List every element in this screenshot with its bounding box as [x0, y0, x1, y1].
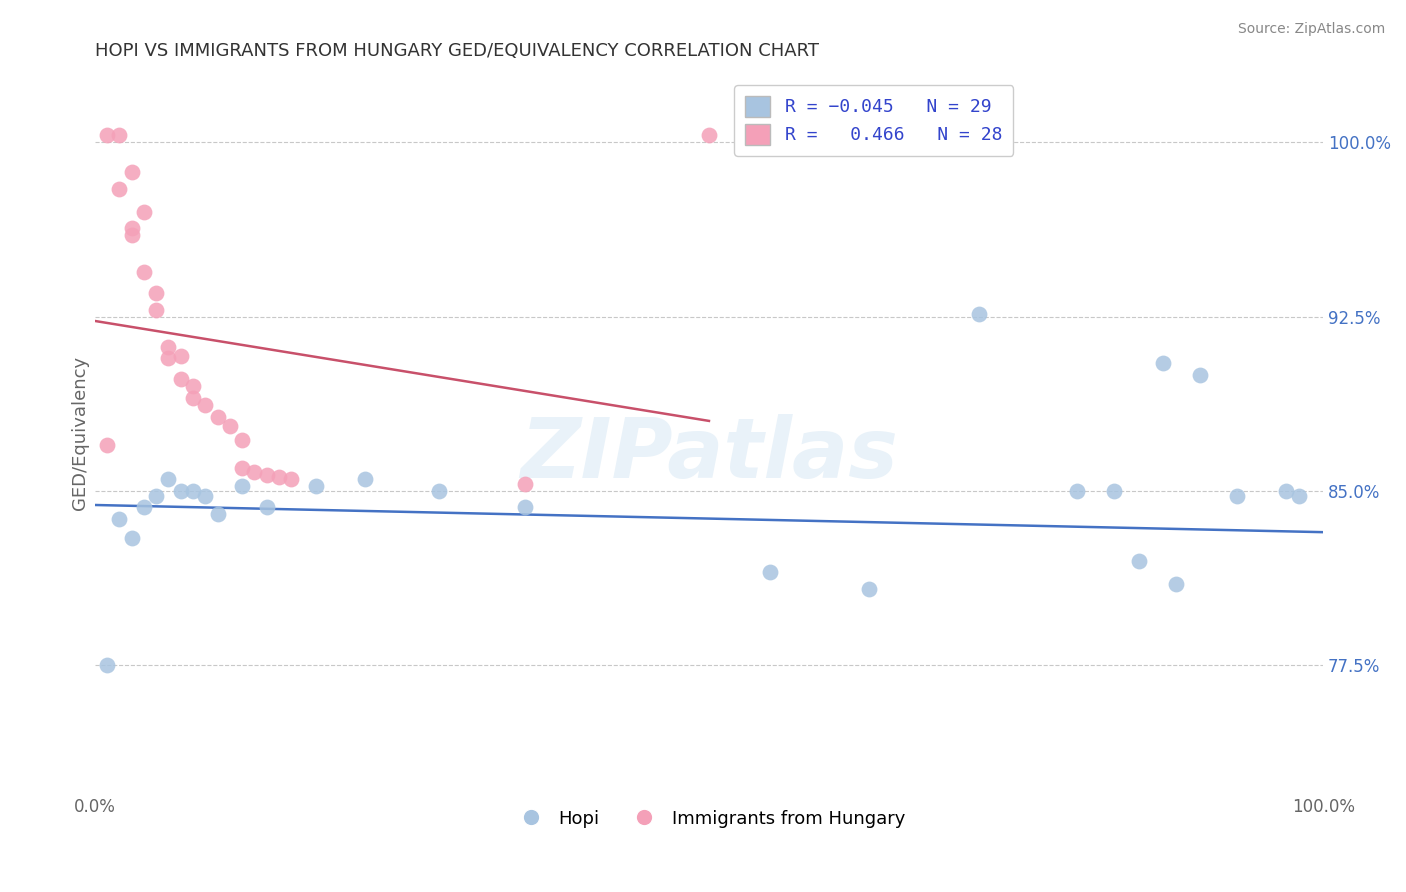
Point	[96, 128, 118, 143]
Point	[170, 349, 193, 363]
Point	[108, 182, 131, 196]
Point	[132, 500, 155, 515]
Point	[194, 489, 217, 503]
Point	[759, 566, 782, 580]
Point	[858, 582, 880, 596]
Point	[145, 489, 167, 503]
Y-axis label: GED/Equivalency: GED/Equivalency	[72, 356, 89, 510]
Point	[1066, 483, 1088, 498]
Point	[305, 479, 328, 493]
Point	[513, 500, 536, 515]
Point	[267, 470, 290, 484]
Point	[697, 128, 720, 143]
Point	[1275, 483, 1298, 498]
Point	[231, 479, 253, 493]
Point	[1128, 554, 1150, 568]
Point	[157, 340, 180, 354]
Point	[108, 128, 131, 143]
Point	[132, 265, 155, 279]
Point	[108, 512, 131, 526]
Point	[181, 379, 204, 393]
Point	[1164, 577, 1187, 591]
Point	[121, 165, 143, 179]
Point	[207, 409, 229, 424]
Point	[96, 437, 118, 451]
Point	[170, 483, 193, 498]
Point	[256, 500, 278, 515]
Point	[231, 433, 253, 447]
Point	[513, 477, 536, 491]
Point	[256, 467, 278, 482]
Point	[181, 391, 204, 405]
Point	[145, 286, 167, 301]
Point	[170, 372, 193, 386]
Point	[207, 508, 229, 522]
Point	[121, 221, 143, 235]
Text: Source: ZipAtlas.com: Source: ZipAtlas.com	[1237, 22, 1385, 37]
Point	[96, 658, 118, 673]
Point	[231, 460, 253, 475]
Point	[967, 307, 990, 321]
Point	[280, 472, 302, 486]
Point	[181, 483, 204, 498]
Point	[243, 466, 266, 480]
Point	[354, 472, 377, 486]
Point	[1152, 356, 1174, 370]
Point	[145, 302, 167, 317]
Point	[132, 205, 155, 219]
Text: ZIPatlas: ZIPatlas	[520, 414, 898, 495]
Point	[121, 531, 143, 545]
Point	[427, 483, 450, 498]
Point	[1288, 489, 1310, 503]
Point	[1104, 483, 1126, 498]
Point	[194, 398, 217, 412]
Point	[219, 418, 242, 433]
Text: HOPI VS IMMIGRANTS FROM HUNGARY GED/EQUIVALENCY CORRELATION CHART: HOPI VS IMMIGRANTS FROM HUNGARY GED/EQUI…	[94, 42, 818, 60]
Point	[121, 228, 143, 243]
Legend: Hopi, Immigrants from Hungary: Hopi, Immigrants from Hungary	[506, 802, 912, 835]
Point	[157, 351, 180, 366]
Point	[157, 472, 180, 486]
Point	[1189, 368, 1212, 382]
Point	[1226, 489, 1249, 503]
